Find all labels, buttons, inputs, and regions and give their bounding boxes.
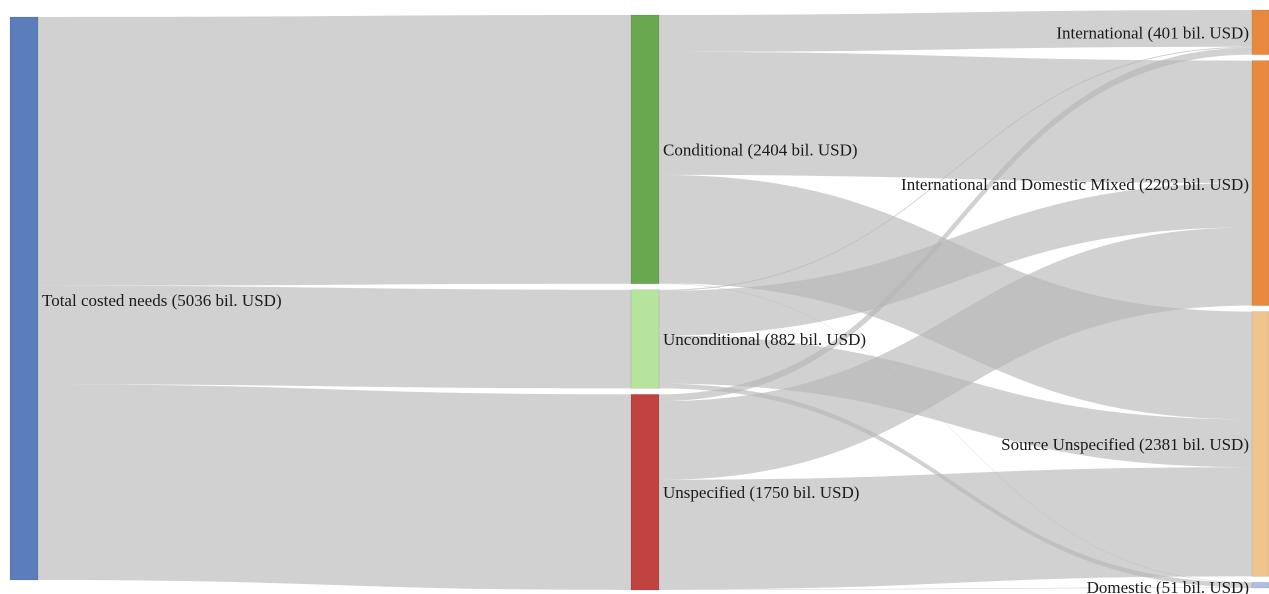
- link-total-to-unspecified: [38, 384, 631, 590]
- label-unspecified: Unspecified (1750 bil. USD): [663, 483, 859, 502]
- node-conditional[interactable]: [631, 15, 659, 284]
- node-unspecified[interactable]: [631, 394, 659, 590]
- node-mixed[interactable]: [1252, 61, 1269, 306]
- node-source_unspecified[interactable]: [1252, 312, 1269, 577]
- label-unconditional: Unconditional (882 bil. USD): [663, 330, 866, 349]
- node-domestic[interactable]: [1252, 582, 1269, 588]
- label-conditional: Conditional (2404 bil. USD): [663, 140, 858, 159]
- label-source_unspecified: Source Unspecified (2381 bil. USD): [1001, 435, 1249, 454]
- node-total[interactable]: [10, 17, 38, 580]
- node-unconditional[interactable]: [631, 290, 659, 389]
- label-domestic: Domestic (51 bil. USD): [1087, 578, 1249, 594]
- link-total-to-conditional: [38, 15, 631, 286]
- link-conditional-to-mixed: [659, 52, 1252, 183]
- label-international: International (401 bil. USD): [1056, 23, 1249, 42]
- label-total: Total costed needs (5036 bil. USD): [42, 291, 282, 310]
- label-mixed: International and Domestic Mixed (2203 b…: [901, 175, 1249, 194]
- node-international[interactable]: [1252, 10, 1269, 55]
